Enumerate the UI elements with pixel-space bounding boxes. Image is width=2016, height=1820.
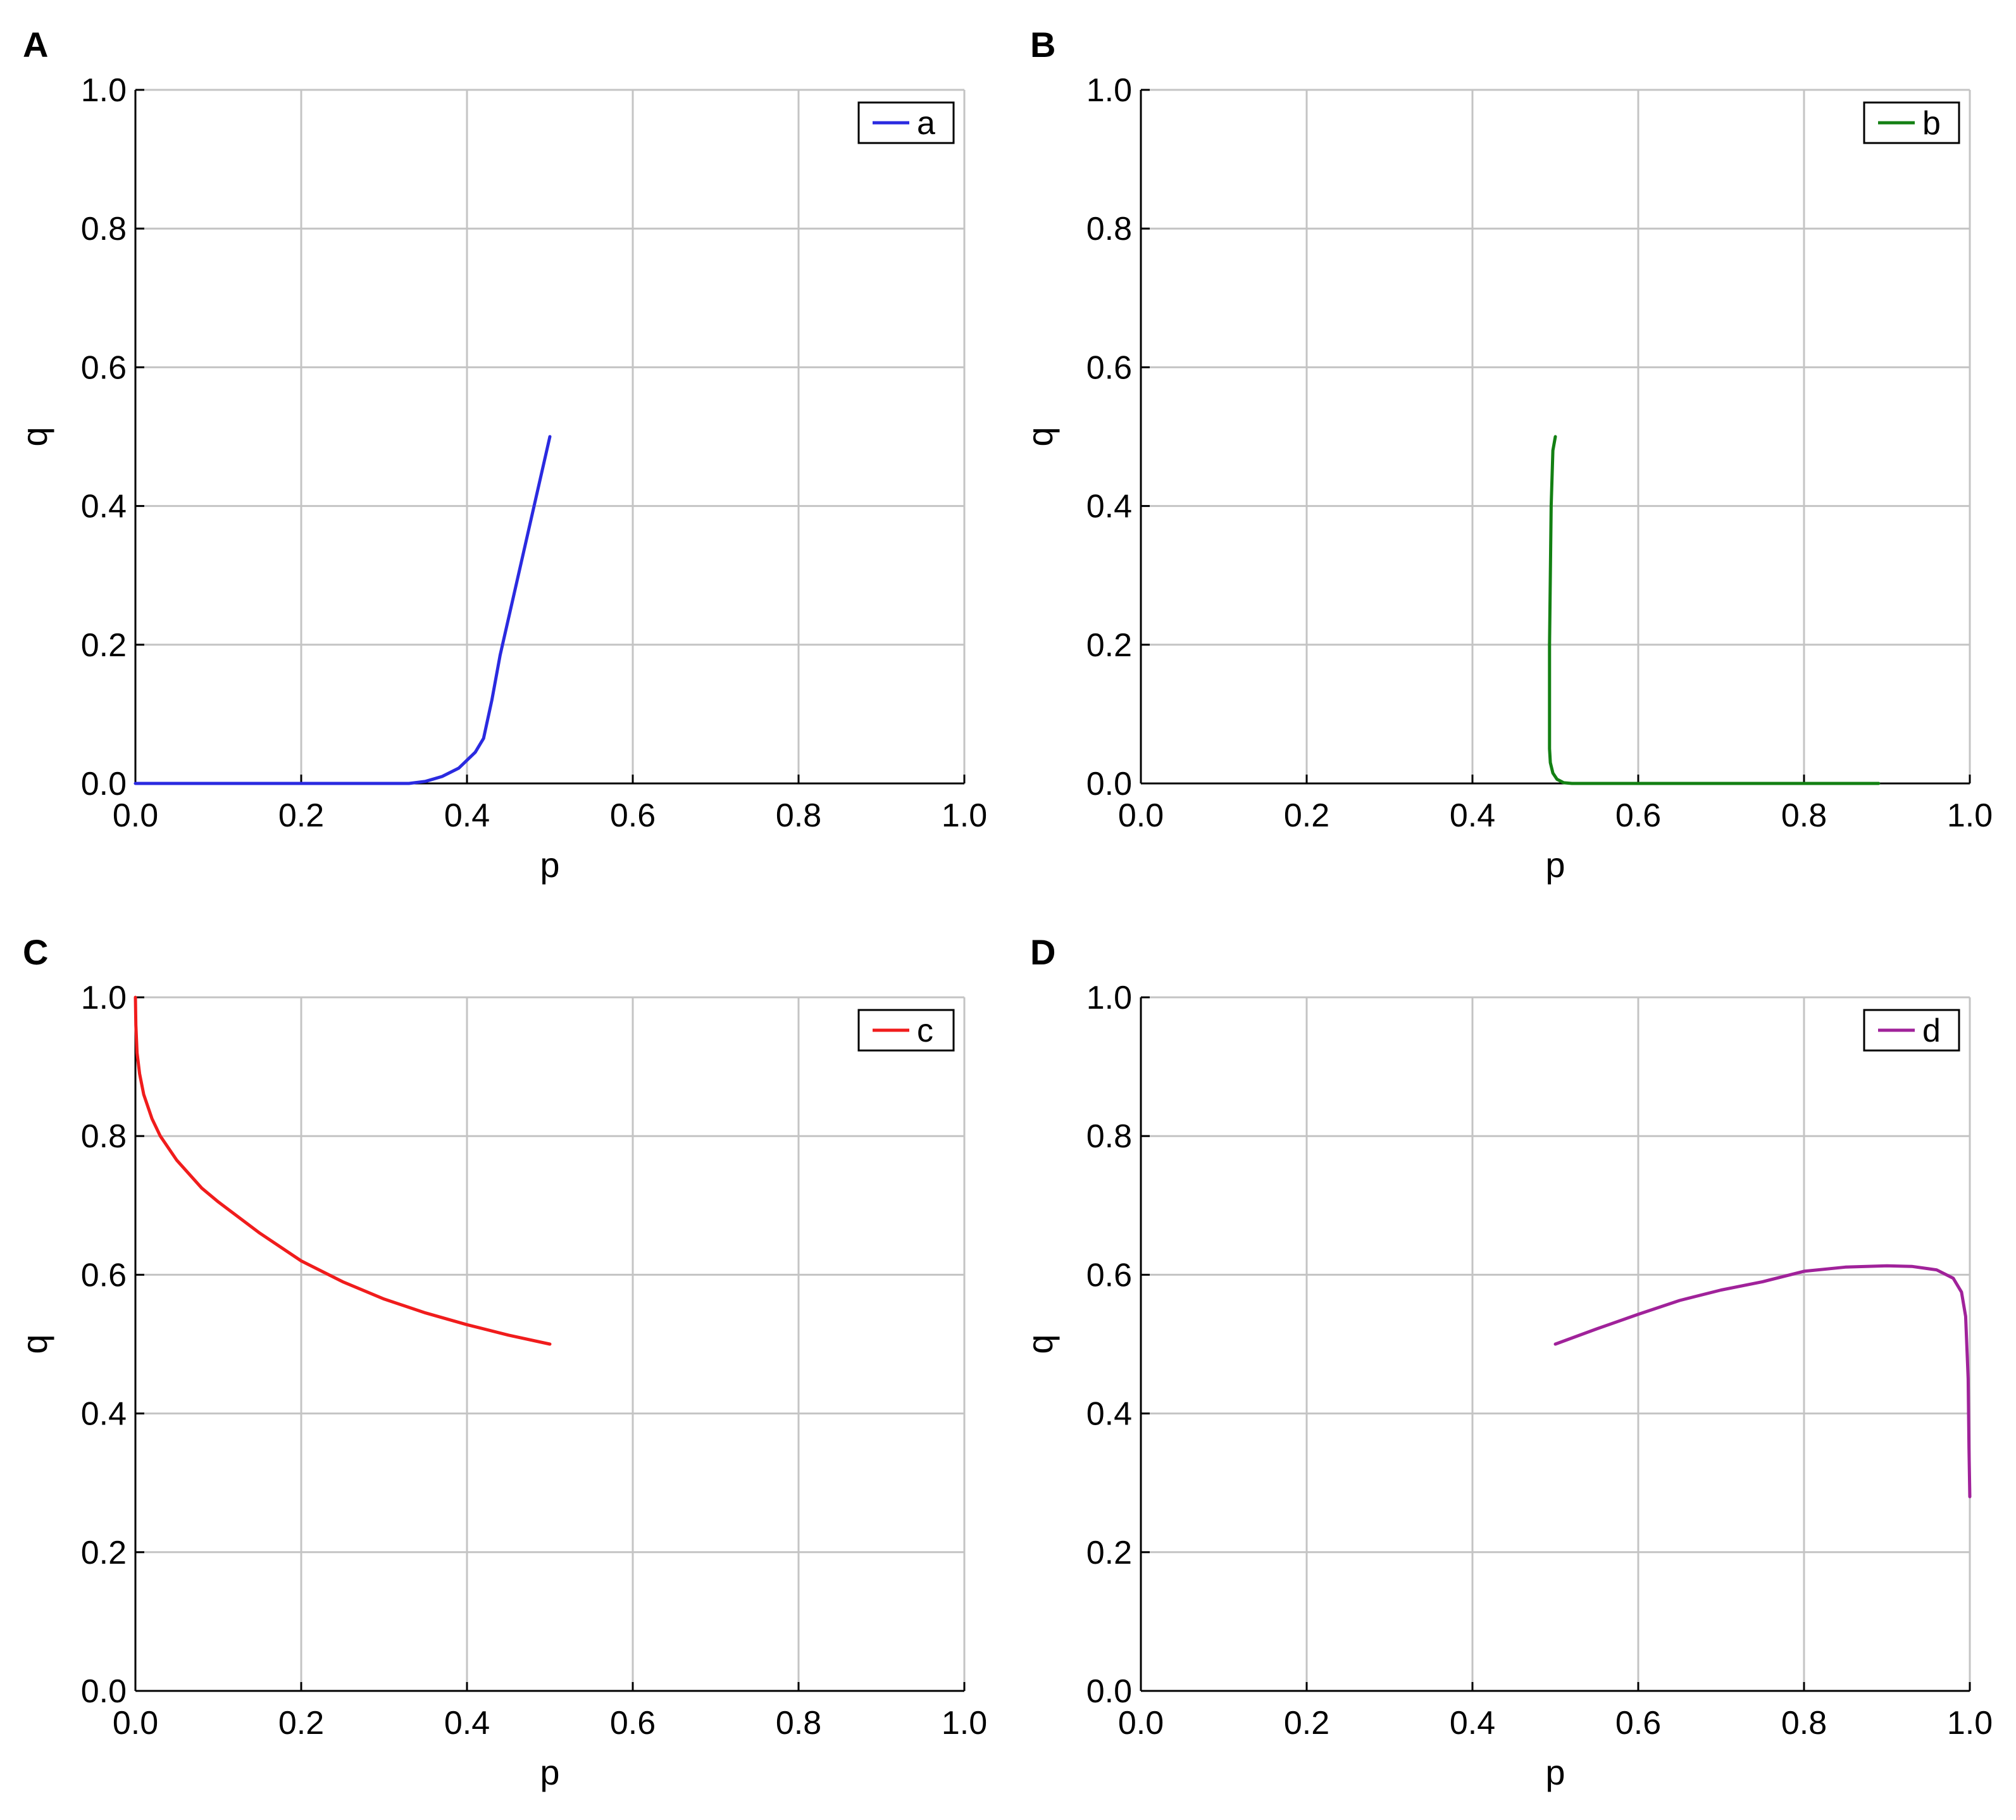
x-tick-label: 1.0: [1947, 1705, 1993, 1742]
panel-letter: C: [23, 932, 48, 972]
panel-c: C 0.0 0.2 0.4 0.6 0.8 1.0 0.0 0.2 0.4 0.6 0.8 1.0 p q c: [15, 932, 987, 1792]
panel-a: A 0.0 0.2 0.4 0.6 0.8 1.0 0.0 0.2 0.4 0.6 0.8 1.0 p q a: [15, 25, 987, 885]
legend-label: b: [1922, 105, 1941, 142]
y-tick-label: 0.6: [1086, 1257, 1132, 1293]
x-tick-label: 0.2: [1284, 1705, 1329, 1742]
x-tick-label: 0.0: [1118, 797, 1164, 834]
x-tick-label: 0.0: [113, 797, 158, 834]
x-tick-label: 0.4: [1450, 797, 1495, 834]
y-tick-label: 0.0: [1086, 1673, 1132, 1710]
x-tick-label: 0.0: [1118, 1705, 1164, 1742]
y-tick-label: 1.0: [81, 72, 127, 109]
x-tick-label: 0.6: [1615, 797, 1661, 834]
x-axis-label: p: [1545, 845, 1565, 885]
y-tick-label: 1.0: [81, 980, 127, 1016]
y-tick-label: 1.0: [1086, 72, 1132, 109]
y-tick-label: 0.2: [81, 1535, 127, 1571]
x-tick-label: 0.0: [113, 1705, 158, 1742]
x-axis-label: p: [540, 845, 559, 885]
x-tick-label: 1.0: [942, 797, 987, 834]
y-tick-label: 0.0: [1086, 766, 1132, 802]
x-tick-label: 0.6: [610, 797, 656, 834]
y-tick-label: 0.8: [81, 211, 127, 247]
x-tick-label: 0.8: [776, 1705, 821, 1742]
y-tick-label: 0.2: [1086, 627, 1132, 664]
panel-letter: B: [1030, 25, 1055, 65]
legend-label: d: [1922, 1013, 1941, 1049]
y-tick-label: 0.4: [1086, 489, 1132, 525]
x-tick-label: 0.2: [278, 1705, 324, 1742]
x-tick-label: 0.6: [1615, 1705, 1661, 1742]
y-axis-label: q: [1020, 1334, 1060, 1354]
legend: d: [1863, 1009, 1960, 1052]
x-tick-label: 0.6: [610, 1705, 656, 1742]
x-tick-label: 0.8: [776, 797, 821, 834]
y-axis-label: q: [15, 1334, 54, 1354]
series-line-b: [1548, 435, 1881, 785]
y-tick-label: 0.8: [1086, 1118, 1132, 1155]
y-tick-label: 0.6: [81, 1257, 127, 1293]
y-tick-label: 0.6: [1086, 349, 1132, 386]
x-axis-label: p: [540, 1752, 559, 1792]
x-tick-label: 1.0: [1947, 797, 1993, 834]
y-axis-label: q: [1020, 427, 1060, 446]
y-tick-label: 0.8: [81, 1118, 127, 1155]
y-tick-label: 0.2: [81, 627, 127, 664]
y-tick-label: 0.6: [81, 349, 127, 386]
legend: a: [857, 101, 955, 144]
y-tick-label: 0.4: [81, 1396, 127, 1433]
panel-letter: A: [23, 25, 48, 65]
y-tick-label: 0.0: [81, 1673, 127, 1710]
x-tick-label: 1.0: [942, 1705, 987, 1742]
legend-label: a: [917, 105, 935, 142]
y-tick-label: 1.0: [1086, 980, 1132, 1016]
y-axis-label: q: [15, 427, 54, 446]
series-line-d: [1553, 1264, 1972, 1499]
panel-b: B 0.0 0.2 0.4 0.6 0.8 1.0 0.0 0.2 0.4 0.6 0.8 1.0 p q b: [1020, 25, 1993, 885]
legend: b: [1863, 101, 1960, 144]
x-axis-label: p: [1545, 1752, 1565, 1792]
x-tick-label: 0.4: [1450, 1705, 1495, 1742]
legend-label: c: [917, 1013, 933, 1049]
x-tick-label: 0.2: [278, 797, 324, 834]
y-tick-label: 0.8: [1086, 211, 1132, 247]
y-tick-label: 0.4: [1086, 1396, 1132, 1433]
x-tick-label: 0.2: [1284, 797, 1329, 834]
y-tick-label: 0.0: [81, 766, 127, 802]
x-tick-label: 0.4: [444, 1705, 490, 1742]
x-tick-label: 0.8: [1781, 797, 1827, 834]
y-tick-label: 0.4: [81, 489, 127, 525]
series-line-a: [134, 435, 552, 785]
panel-d: D 0.0 0.2 0.4 0.6 0.8 1.0 0.0 0.2 0.4 0.6 0.8 1.0 p q d: [1020, 932, 1993, 1792]
x-tick-label: 0.4: [444, 797, 490, 834]
y-tick-label: 0.2: [1086, 1535, 1132, 1571]
legend: c: [857, 1009, 955, 1052]
series-line-c: [134, 995, 552, 1346]
panel-letter: D: [1030, 932, 1055, 972]
x-tick-label: 0.8: [1781, 1705, 1827, 1742]
